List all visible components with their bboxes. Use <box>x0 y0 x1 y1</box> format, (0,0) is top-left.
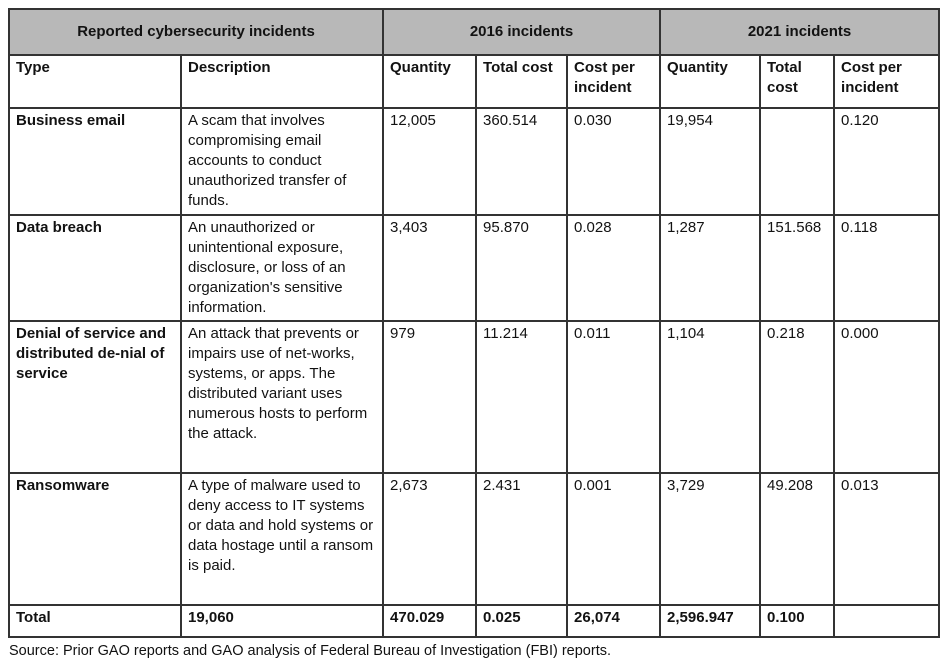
value-cell: 2,673 <box>382 472 478 606</box>
value-cell: 0.011 <box>566 320 662 474</box>
value-cell: 1,104 <box>659 320 762 474</box>
group-header-2016: 2016 incidents <box>382 8 662 56</box>
value-cell: 0.120 <box>833 107 941 216</box>
table-row: Denial of service and distributed de-nia… <box>8 320 941 474</box>
value-cell: 0.030 <box>566 107 662 216</box>
total-label-cell: Total <box>8 604 182 638</box>
value-cell: 95.870 <box>475 214 569 322</box>
column-header-row: Type Description Quantity Total cost Cos… <box>8 54 941 109</box>
col-header-type: Type <box>8 54 182 109</box>
col-header-total-cost-2016: Total cost <box>475 54 569 109</box>
value-cell: 49.208 <box>759 472 836 606</box>
description-cell: A scam that involves compromising email … <box>179 107 385 216</box>
col-header-quantity-2021: Quantity <box>659 54 762 109</box>
description-cell: A type of malware used to deny access to… <box>179 472 385 606</box>
value-cell: 2.431 <box>475 472 569 606</box>
value-cell: 0.028 <box>566 214 662 322</box>
col-header-total-cost-2021: Total cost <box>759 54 836 109</box>
description-cell: An attack that prevents or impairs use o… <box>179 320 385 474</box>
total-value-cell: 0.025 <box>475 604 569 638</box>
table-row: Data breach An unauthorized or unintenti… <box>8 214 941 322</box>
value-cell: 3,729 <box>659 472 762 606</box>
incidents-table: Reported cybersecurity incidents 2016 in… <box>7 8 941 638</box>
description-cell: An unauthorized or unintentional exposur… <box>179 214 385 322</box>
table-row: Business email A scam that involves comp… <box>8 107 941 216</box>
value-cell: 3,403 <box>382 214 478 322</box>
value-cell: 19,954 <box>659 107 762 216</box>
value-cell: 0.218 <box>759 320 836 474</box>
value-cell: 11.214 <box>475 320 569 474</box>
total-value-cell: 19,060 <box>179 604 385 638</box>
value-cell: 360.514 <box>475 107 569 216</box>
total-row: Total 19,060 470.029 0.025 26,074 2,596.… <box>8 604 941 638</box>
col-header-cost-per-incident-2021: Cost per incident <box>833 54 941 109</box>
source-note: Source: Prior GAO reports and GAO analys… <box>9 643 612 659</box>
col-header-cost-per-incident-2016: Cost per incident <box>566 54 662 109</box>
group-header-row: Reported cybersecurity incidents 2016 in… <box>7 8 941 56</box>
value-cell <box>759 107 836 216</box>
total-value-cell <box>833 604 941 638</box>
total-value-cell: 0.100 <box>759 604 836 638</box>
value-cell: 0.013 <box>833 472 941 606</box>
value-cell: 151.568 <box>759 214 836 322</box>
value-cell: 1,287 <box>659 214 762 322</box>
total-value-cell: 2,596.947 <box>659 604 762 638</box>
col-header-description: Description <box>179 54 385 109</box>
value-cell: 0.118 <box>833 214 941 322</box>
total-value-cell: 26,074 <box>566 604 662 638</box>
value-cell: 0.001 <box>566 472 662 606</box>
type-cell: Ransomware <box>8 472 182 606</box>
type-cell: Data breach <box>8 214 182 322</box>
col-header-quantity-2016: Quantity <box>382 54 478 109</box>
value-cell: 12,005 <box>382 107 478 216</box>
value-cell: 0.000 <box>833 320 941 474</box>
type-cell: Business email <box>8 107 182 216</box>
group-header-reported: Reported cybersecurity incidents <box>7 8 385 56</box>
table-row: Ransomware A type of malware used to den… <box>8 472 941 606</box>
group-header-2021: 2021 incidents <box>659 8 941 56</box>
value-cell: 979 <box>382 320 478 474</box>
type-cell: Denial of service and distributed de-nia… <box>8 320 182 474</box>
total-value-cell: 470.029 <box>382 604 478 638</box>
